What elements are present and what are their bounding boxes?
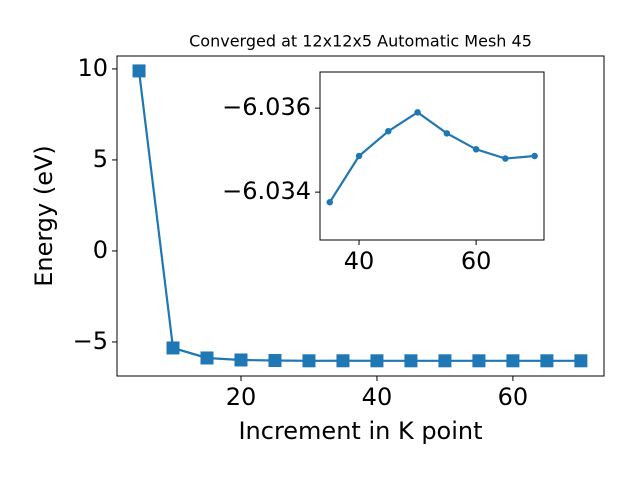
marker — [531, 152, 538, 160]
marker — [540, 354, 554, 368]
marker — [268, 354, 282, 368]
marker — [438, 354, 452, 368]
marker — [472, 146, 480, 153]
plot-area — [320, 72, 544, 240]
y-tick-label: 5 — [93, 145, 108, 173]
x-tick-label: 20 — [226, 383, 257, 411]
x-axis-label: Increment in K point — [238, 417, 482, 445]
marker — [574, 354, 588, 368]
y-tick-label: −5 — [73, 327, 108, 355]
marker — [355, 152, 363, 160]
marker — [302, 354, 316, 368]
y-tick-label: 10 — [77, 54, 108, 82]
axes-frame — [319, 71, 545, 241]
x-tick-label: 60 — [461, 247, 492, 275]
marker — [414, 109, 421, 116]
marker — [404, 354, 418, 368]
y-tick-label: −6.034 — [222, 177, 311, 205]
y-tick-label: 0 — [93, 236, 108, 264]
y-tick-label: −6.036 — [222, 93, 311, 121]
marker — [370, 354, 384, 368]
marker — [385, 127, 392, 135]
x-tick-label: 60 — [498, 383, 529, 411]
x-tick-label: 40 — [362, 383, 393, 411]
marker — [326, 198, 334, 206]
marker — [132, 64, 146, 78]
marker — [166, 341, 180, 355]
axes-frame — [116, 55, 605, 377]
marker — [472, 354, 486, 368]
marker — [336, 354, 350, 368]
data-line — [328, 110, 535, 203]
marker — [234, 353, 248, 367]
y-axis-label: Energy (eV) — [30, 145, 58, 287]
marker — [200, 351, 214, 365]
marker — [502, 155, 509, 162]
chart-title: Converged at 12x12x5 Automatic Mesh 45 — [189, 32, 532, 51]
marker — [506, 354, 520, 368]
marker — [443, 130, 451, 137]
x-tick-label: 40 — [344, 247, 375, 275]
